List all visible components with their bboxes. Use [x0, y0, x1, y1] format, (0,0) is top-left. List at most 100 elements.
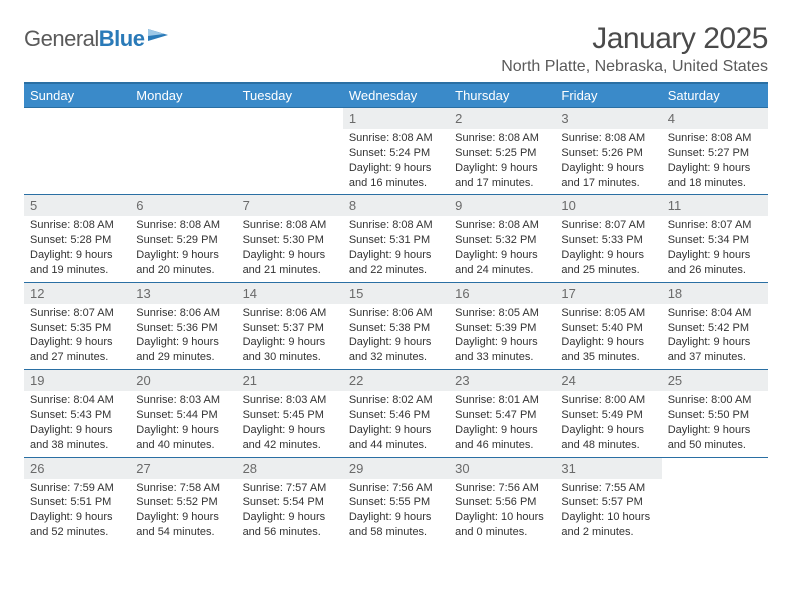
day-number: 3 — [555, 108, 661, 129]
sunset-line: Sunset: 5:25 PM — [455, 146, 549, 161]
daylight-line: Daylight: 9 hours and 44 minutes. — [349, 423, 443, 453]
sunset-line: Sunset: 5:31 PM — [349, 233, 443, 248]
sunrise-line: Sunrise: 8:04 AM — [668, 306, 762, 321]
sunset-line: Sunset: 5:44 PM — [136, 408, 230, 423]
sunset-line: Sunset: 5:52 PM — [136, 495, 230, 510]
sunrise-line: Sunrise: 7:57 AM — [243, 481, 337, 496]
logo-text: GeneralBlue — [24, 26, 144, 52]
daylight-line: Daylight: 9 hours and 46 minutes. — [455, 423, 549, 453]
col-sunday: Sunday — [24, 83, 130, 108]
calendar-cell: 24Sunrise: 8:00 AMSunset: 5:49 PMDayligh… — [555, 370, 661, 457]
sunset-line: Sunset: 5:26 PM — [561, 146, 655, 161]
sunset-line: Sunset: 5:56 PM — [455, 495, 549, 510]
calendar-cell: 21Sunrise: 8:03 AMSunset: 5:45 PMDayligh… — [237, 370, 343, 457]
sunset-line: Sunset: 5:42 PM — [668, 321, 762, 336]
day-number: 26 — [24, 458, 130, 479]
calendar-cell — [662, 457, 768, 544]
sunrise-line: Sunrise: 8:03 AM — [243, 393, 337, 408]
sunset-line: Sunset: 5:32 PM — [455, 233, 549, 248]
sunrise-line: Sunrise: 8:08 AM — [561, 131, 655, 146]
day-data: Sunrise: 7:58 AMSunset: 5:52 PMDaylight:… — [130, 479, 236, 544]
col-thursday: Thursday — [449, 83, 555, 108]
day-data: Sunrise: 8:08 AMSunset: 5:28 PMDaylight:… — [24, 216, 130, 281]
sunrise-line: Sunrise: 8:06 AM — [243, 306, 337, 321]
sunrise-line: Sunrise: 8:00 AM — [668, 393, 762, 408]
day-number: 14 — [237, 283, 343, 304]
sunset-line: Sunset: 5:35 PM — [30, 321, 124, 336]
day-data: Sunrise: 7:57 AMSunset: 5:54 PMDaylight:… — [237, 479, 343, 544]
daylight-line: Daylight: 9 hours and 17 minutes. — [561, 161, 655, 191]
calendar-row: 5Sunrise: 8:08 AMSunset: 5:28 PMDaylight… — [24, 195, 768, 282]
calendar-row: 12Sunrise: 8:07 AMSunset: 5:35 PMDayligh… — [24, 282, 768, 369]
day-data: Sunrise: 8:08 AMSunset: 5:25 PMDaylight:… — [449, 129, 555, 194]
sunset-line: Sunset: 5:40 PM — [561, 321, 655, 336]
sunrise-line: Sunrise: 8:08 AM — [668, 131, 762, 146]
sunset-line: Sunset: 5:34 PM — [668, 233, 762, 248]
day-data: Sunrise: 7:59 AMSunset: 5:51 PMDaylight:… — [24, 479, 130, 544]
sunset-line: Sunset: 5:51 PM — [30, 495, 124, 510]
day-data: Sunrise: 8:00 AMSunset: 5:50 PMDaylight:… — [662, 391, 768, 456]
day-data: Sunrise: 8:03 AMSunset: 5:44 PMDaylight:… — [130, 391, 236, 456]
daylight-line: Daylight: 9 hours and 27 minutes. — [30, 335, 124, 365]
daylight-line: Daylight: 9 hours and 50 minutes. — [668, 423, 762, 453]
sunset-line: Sunset: 5:29 PM — [136, 233, 230, 248]
sunset-line: Sunset: 5:55 PM — [349, 495, 443, 510]
sunset-line: Sunset: 5:24 PM — [349, 146, 443, 161]
flag-icon — [146, 27, 172, 52]
day-number: 15 — [343, 283, 449, 304]
daylight-line: Daylight: 9 hours and 37 minutes. — [668, 335, 762, 365]
sunset-line: Sunset: 5:27 PM — [668, 146, 762, 161]
calendar-cell: 27Sunrise: 7:58 AMSunset: 5:52 PMDayligh… — [130, 457, 236, 544]
title-block: January 2025 North Platte, Nebraska, Uni… — [501, 22, 768, 76]
sunset-line: Sunset: 5:33 PM — [561, 233, 655, 248]
day-number: 6 — [130, 195, 236, 216]
calendar-cell — [24, 108, 130, 195]
sunrise-line: Sunrise: 8:08 AM — [349, 131, 443, 146]
day-number: 28 — [237, 458, 343, 479]
daylight-line: Daylight: 9 hours and 17 minutes. — [455, 161, 549, 191]
sunrise-line: Sunrise: 8:05 AM — [561, 306, 655, 321]
logo-text-gray: General — [24, 26, 99, 51]
day-data: Sunrise: 8:05 AMSunset: 5:39 PMDaylight:… — [449, 304, 555, 369]
calendar-cell: 19Sunrise: 8:04 AMSunset: 5:43 PMDayligh… — [24, 370, 130, 457]
sunrise-line: Sunrise: 8:08 AM — [349, 218, 443, 233]
sunset-line: Sunset: 5:30 PM — [243, 233, 337, 248]
daylight-line: Daylight: 9 hours and 26 minutes. — [668, 248, 762, 278]
sunrise-line: Sunrise: 8:07 AM — [30, 306, 124, 321]
day-number: 7 — [237, 195, 343, 216]
sunrise-line: Sunrise: 7:58 AM — [136, 481, 230, 496]
calendar-header-row: Sunday Monday Tuesday Wednesday Thursday… — [24, 83, 768, 108]
calendar-cell: 30Sunrise: 7:56 AMSunset: 5:56 PMDayligh… — [449, 457, 555, 544]
calendar-cell: 15Sunrise: 8:06 AMSunset: 5:38 PMDayligh… — [343, 282, 449, 369]
calendar-cell: 7Sunrise: 8:08 AMSunset: 5:30 PMDaylight… — [237, 195, 343, 282]
daylight-line: Daylight: 9 hours and 22 minutes. — [349, 248, 443, 278]
calendar-cell: 20Sunrise: 8:03 AMSunset: 5:44 PMDayligh… — [130, 370, 236, 457]
day-data: Sunrise: 8:04 AMSunset: 5:43 PMDaylight:… — [24, 391, 130, 456]
calendar-cell: 14Sunrise: 8:06 AMSunset: 5:37 PMDayligh… — [237, 282, 343, 369]
calendar-cell — [237, 108, 343, 195]
sunset-line: Sunset: 5:36 PM — [136, 321, 230, 336]
page-title: January 2025 — [501, 22, 768, 56]
col-monday: Monday — [130, 83, 236, 108]
calendar-table: Sunday Monday Tuesday Wednesday Thursday… — [24, 82, 768, 544]
page-location: North Platte, Nebraska, United States — [501, 58, 768, 76]
day-data: Sunrise: 8:07 AMSunset: 5:34 PMDaylight:… — [662, 216, 768, 281]
daylight-line: Daylight: 9 hours and 20 minutes. — [136, 248, 230, 278]
daylight-line: Daylight: 9 hours and 21 minutes. — [243, 248, 337, 278]
calendar-cell: 10Sunrise: 8:07 AMSunset: 5:33 PMDayligh… — [555, 195, 661, 282]
day-number: 5 — [24, 195, 130, 216]
calendar-cell: 9Sunrise: 8:08 AMSunset: 5:32 PMDaylight… — [449, 195, 555, 282]
sunset-line: Sunset: 5:39 PM — [455, 321, 549, 336]
day-number — [24, 108, 130, 114]
daylight-line: Daylight: 9 hours and 25 minutes. — [561, 248, 655, 278]
sunrise-line: Sunrise: 8:01 AM — [455, 393, 549, 408]
day-number: 16 — [449, 283, 555, 304]
calendar-cell: 16Sunrise: 8:05 AMSunset: 5:39 PMDayligh… — [449, 282, 555, 369]
calendar-cell: 12Sunrise: 8:07 AMSunset: 5:35 PMDayligh… — [24, 282, 130, 369]
day-number: 8 — [343, 195, 449, 216]
sunrise-line: Sunrise: 8:06 AM — [349, 306, 443, 321]
day-number: 1 — [343, 108, 449, 129]
daylight-line: Daylight: 9 hours and 40 minutes. — [136, 423, 230, 453]
day-data: Sunrise: 8:07 AMSunset: 5:35 PMDaylight:… — [24, 304, 130, 369]
calendar-cell: 5Sunrise: 8:08 AMSunset: 5:28 PMDaylight… — [24, 195, 130, 282]
